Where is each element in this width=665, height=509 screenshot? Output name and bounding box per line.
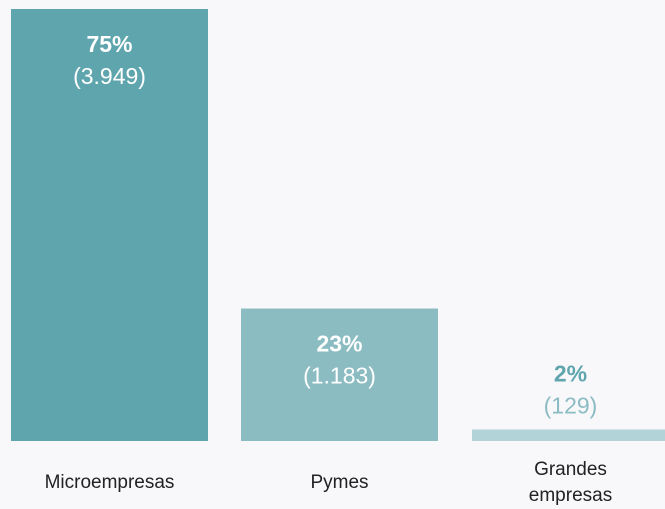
bar <box>472 429 665 441</box>
bar <box>11 9 208 441</box>
value-label: 23% <box>316 331 362 357</box>
count-label: (129) <box>544 393 598 419</box>
x-tick-label: Microempresas <box>44 472 175 493</box>
value-label: 2% <box>554 361 587 387</box>
x-tick-label: Grandes empresas <box>528 459 613 506</box>
count-label: (1.183) <box>303 363 376 389</box>
value-label: 75% <box>86 31 132 57</box>
count-label: (3.949) <box>73 63 146 89</box>
bar <box>241 308 438 441</box>
x-tick-label: Pymes <box>310 472 369 493</box>
